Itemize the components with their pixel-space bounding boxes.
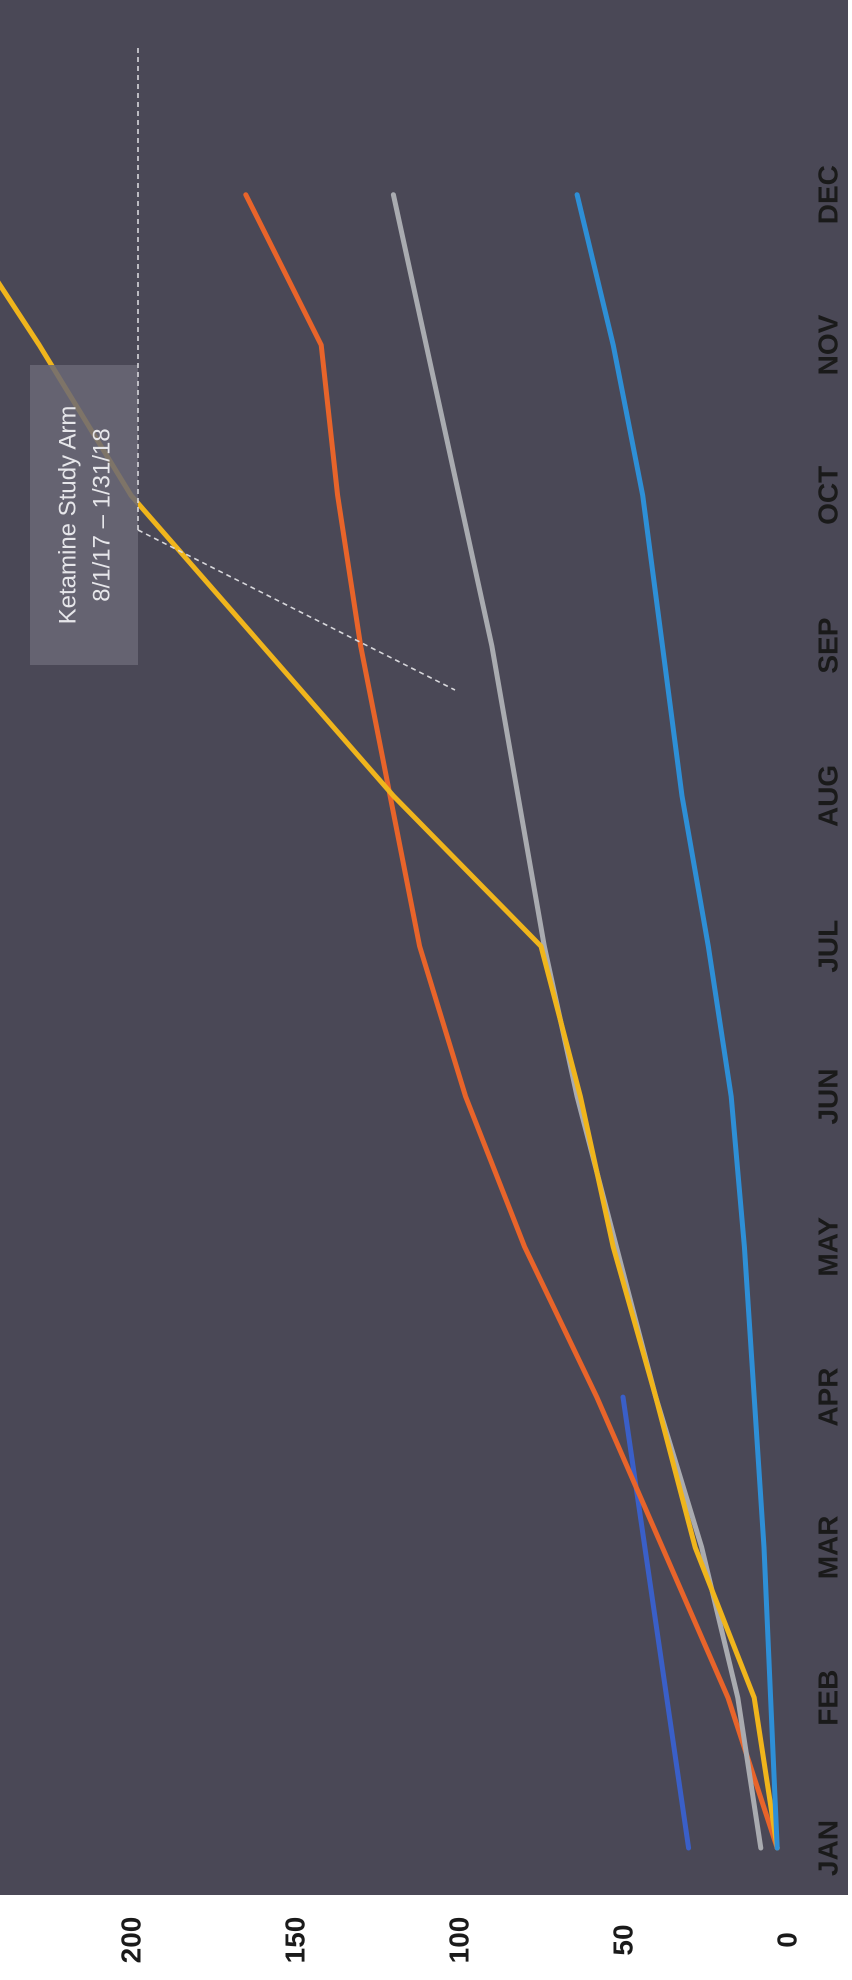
series-line-2	[243, 192, 780, 1851]
x-tick-label: JUL	[813, 920, 844, 973]
annotation-text: Ketamine Study Arm	[55, 406, 82, 625]
x-tick-label: AUG	[813, 765, 844, 827]
y-tick-label: 150	[280, 1917, 311, 1964]
x-tick-label: MAR	[813, 1516, 844, 1580]
x-tick-label: FEB	[813, 1670, 844, 1726]
x-tick-label: MAY	[813, 1217, 844, 1277]
x-tick-label: NOV	[813, 314, 844, 375]
x-tick-label: JAN	[813, 1820, 844, 1876]
x-tick-label: SEP	[813, 618, 844, 674]
x-tick-label: DEC	[813, 165, 844, 224]
y-tick-label: 0	[772, 1932, 803, 1948]
annotation-box	[30, 365, 138, 665]
annotation-text: 8/1/17 – 1/31/18	[89, 428, 116, 601]
x-tick-label: OCT	[813, 466, 844, 525]
x-tick-label: JUN	[813, 1068, 844, 1124]
y-tick-label: 50	[608, 1924, 639, 1955]
series-line-5	[574, 192, 780, 1851]
y-tick-label: 200	[116, 1917, 147, 1964]
y-tick-label: 100	[444, 1917, 475, 1964]
x-tick-label: APR	[813, 1368, 844, 1427]
series-line-1	[620, 1394, 692, 1851]
